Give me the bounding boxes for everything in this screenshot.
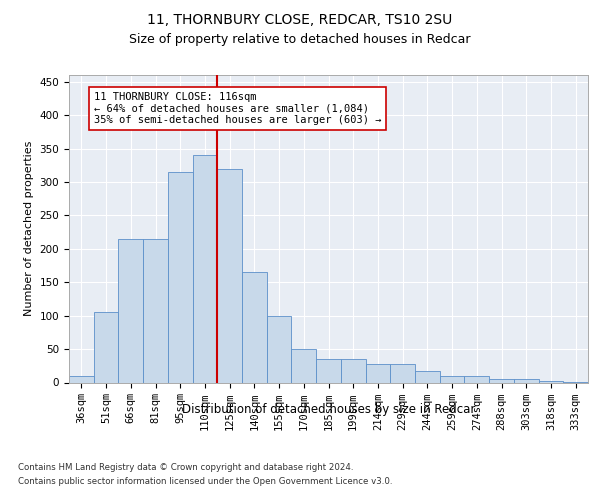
Bar — [440, 376, 464, 382]
Bar — [267, 316, 292, 382]
Bar — [193, 155, 217, 382]
Text: Contains HM Land Registry data © Crown copyright and database right 2024.: Contains HM Land Registry data © Crown c… — [18, 462, 353, 471]
Bar — [94, 312, 118, 382]
Bar — [514, 379, 539, 382]
Bar — [168, 172, 193, 382]
Text: Contains public sector information licensed under the Open Government Licence v3: Contains public sector information licen… — [18, 478, 392, 486]
Bar — [341, 359, 365, 382]
Bar — [415, 371, 440, 382]
Bar — [365, 364, 390, 382]
Bar — [118, 239, 143, 382]
Bar — [242, 272, 267, 382]
Bar — [539, 381, 563, 382]
Text: 11, THORNBURY CLOSE, REDCAR, TS10 2SU: 11, THORNBURY CLOSE, REDCAR, TS10 2SU — [148, 12, 452, 26]
Bar — [464, 376, 489, 382]
Bar — [489, 379, 514, 382]
Bar — [143, 239, 168, 382]
Bar — [390, 364, 415, 382]
Text: Size of property relative to detached houses in Redcar: Size of property relative to detached ho… — [129, 32, 471, 46]
Bar — [69, 376, 94, 382]
Text: 11 THORNBURY CLOSE: 116sqm
← 64% of detached houses are smaller (1,084)
35% of s: 11 THORNBURY CLOSE: 116sqm ← 64% of deta… — [94, 92, 381, 125]
Y-axis label: Number of detached properties: Number of detached properties — [24, 141, 34, 316]
Text: Distribution of detached houses by size in Redcar: Distribution of detached houses by size … — [182, 402, 475, 415]
Bar — [217, 168, 242, 382]
Bar — [292, 349, 316, 382]
Bar — [316, 359, 341, 382]
